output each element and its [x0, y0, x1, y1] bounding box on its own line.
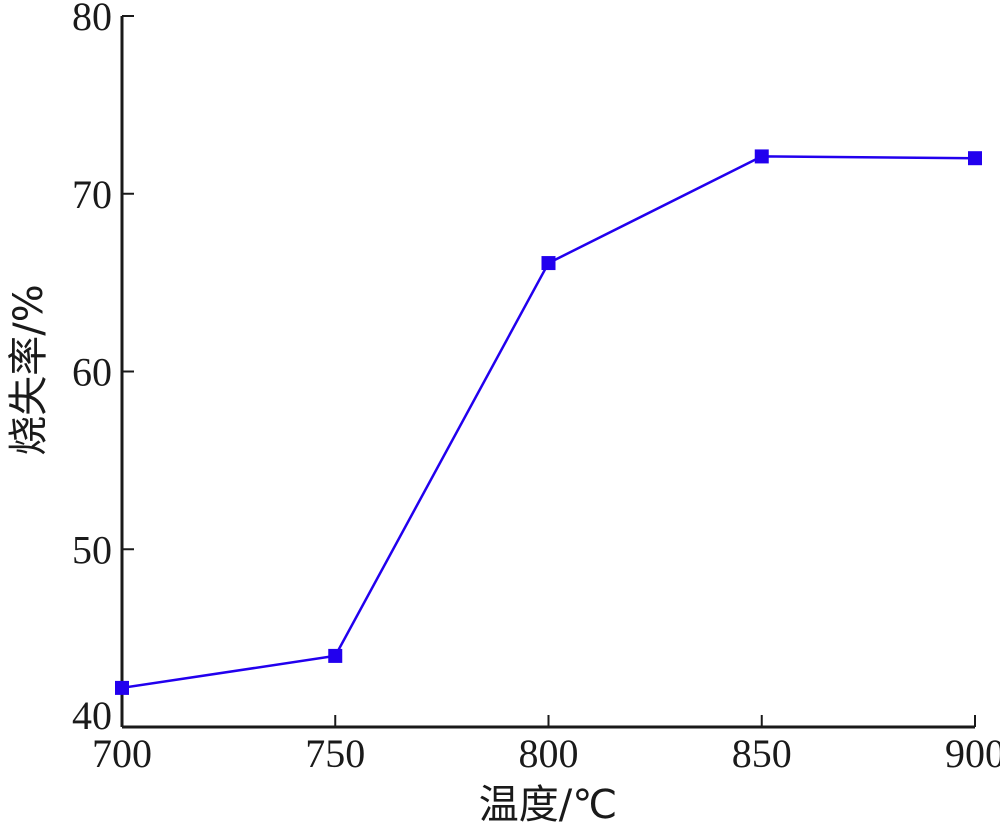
y-tick-label: 40 — [72, 693, 112, 738]
axes — [120, 16, 975, 729]
series-line — [121, 155, 976, 690]
x-tick-label: 700 — [92, 731, 152, 776]
x-axis-label: 温度/℃ — [479, 782, 617, 828]
y-tick-label: 60 — [72, 350, 112, 395]
y-tick-label: 80 — [72, 0, 112, 39]
data-point — [968, 151, 982, 166]
data-point — [541, 256, 556, 271]
y-tick-label: 50 — [72, 527, 112, 572]
y-axis-label: 烧失率/% — [6, 284, 52, 455]
data-point — [754, 149, 769, 164]
data-point — [115, 680, 129, 695]
y-tick-label: 70 — [72, 172, 112, 217]
data-point — [328, 648, 343, 663]
x-tick-label: 850 — [732, 731, 792, 776]
x-ticks: 700 750 800 850 900 — [92, 715, 1000, 776]
y-ticks: 40 50 60 70 80 — [72, 0, 134, 738]
x-tick-label: 900 — [945, 731, 1000, 776]
x-tick-label: 750 — [305, 731, 365, 776]
series-group — [115, 149, 982, 695]
x-tick-label: 800 — [519, 731, 579, 776]
